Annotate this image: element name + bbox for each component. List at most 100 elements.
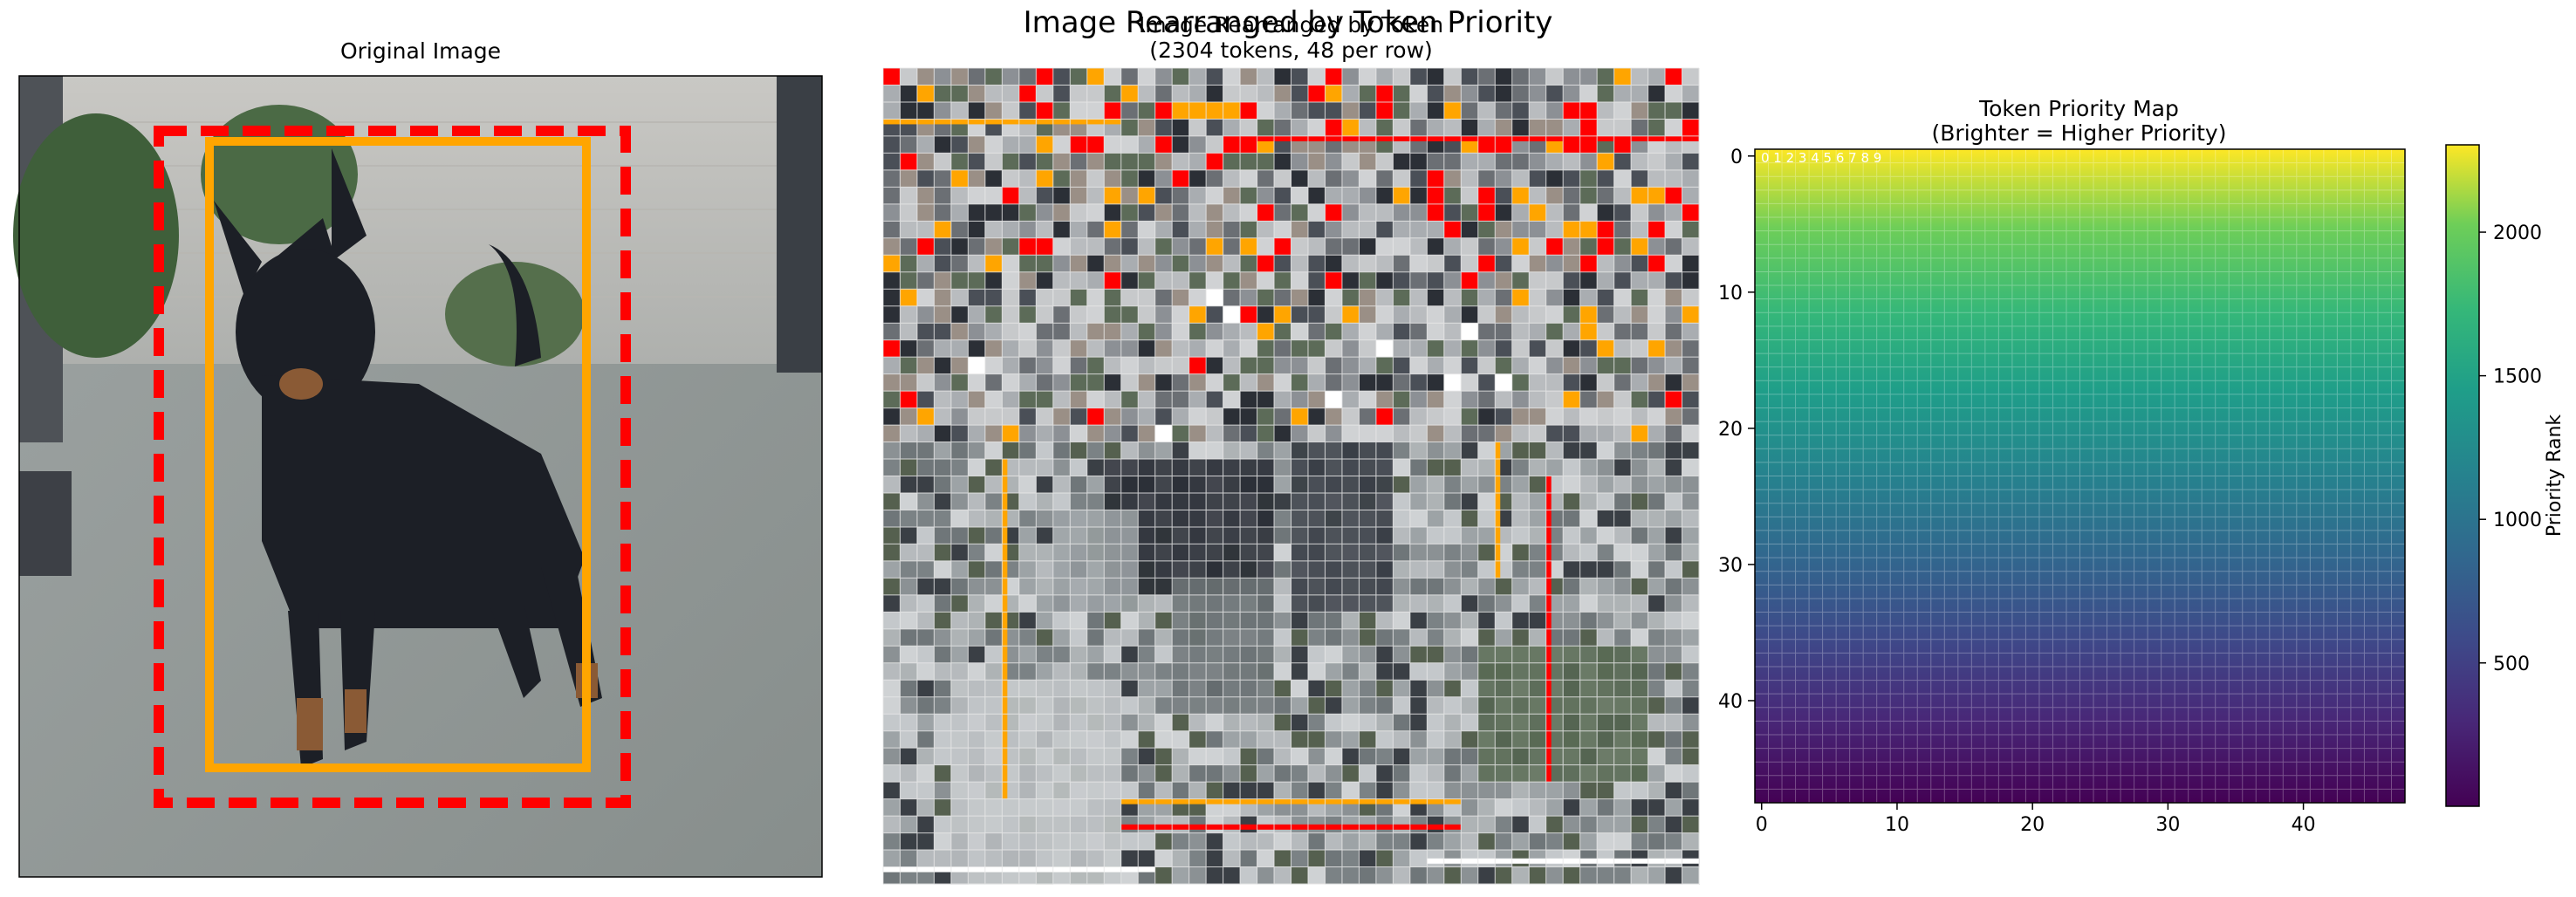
token-cell xyxy=(1104,101,1122,120)
token-cell xyxy=(1427,203,1445,222)
token-cell xyxy=(1154,714,1173,732)
token-cell xyxy=(968,612,986,630)
token-cell xyxy=(950,544,969,562)
token-cell xyxy=(1240,255,1258,273)
token-cell xyxy=(1613,169,1632,188)
token-cell xyxy=(1393,442,1411,460)
token-cell xyxy=(1138,85,1156,103)
token-cell xyxy=(1189,187,1207,205)
token-cell xyxy=(900,68,918,86)
token-cell xyxy=(1511,255,1530,273)
token-cell xyxy=(1563,391,1581,409)
token-cell xyxy=(1443,748,1462,766)
token-cell xyxy=(1682,628,1700,647)
token-cell xyxy=(1154,289,1173,307)
token-cell xyxy=(1086,646,1105,664)
token-cell xyxy=(1545,339,1564,358)
token-cell xyxy=(1274,323,1291,341)
token-cell xyxy=(1325,271,1343,290)
token-cell xyxy=(1274,407,1291,426)
token-cell xyxy=(900,323,918,341)
token-cell xyxy=(1052,255,1071,273)
token-cell xyxy=(1291,203,1309,222)
token-cell xyxy=(916,798,935,817)
token-cell xyxy=(1138,832,1156,851)
token-cell xyxy=(1154,662,1173,681)
token-cell xyxy=(1052,237,1071,256)
token-cell xyxy=(1274,782,1291,800)
token-cell xyxy=(1682,373,1700,392)
token-cell xyxy=(950,135,969,154)
token-cell xyxy=(1036,425,1054,443)
token-cell xyxy=(1138,135,1156,154)
token-cell xyxy=(968,135,986,154)
token-cell xyxy=(1154,850,1173,868)
token-cell xyxy=(1138,662,1156,681)
token-cell xyxy=(1631,119,1649,137)
token-cell xyxy=(1325,85,1343,103)
token-cell xyxy=(1341,68,1360,86)
token-cell xyxy=(1223,153,1241,171)
token-cell xyxy=(1325,289,1343,307)
token-cell xyxy=(1341,221,1360,239)
token-cell xyxy=(1257,255,1275,273)
token-cell xyxy=(1052,271,1071,290)
token-cell xyxy=(1307,748,1326,766)
token-cell xyxy=(1172,425,1190,443)
token-cell xyxy=(1104,323,1122,341)
token-cell xyxy=(1631,203,1649,222)
token-cell xyxy=(1002,305,1020,324)
token-cell xyxy=(1206,255,1224,273)
token-cell xyxy=(1206,730,1224,749)
token-cell xyxy=(1070,255,1088,273)
token-cell xyxy=(1154,101,1173,120)
token-cell xyxy=(1682,526,1700,544)
token-cell xyxy=(1597,237,1615,256)
token-cell xyxy=(1341,203,1360,222)
token-cell xyxy=(1154,373,1173,392)
token-cell xyxy=(1563,628,1581,647)
token-cell xyxy=(1443,459,1462,476)
token-cell xyxy=(1206,425,1224,443)
token-cell xyxy=(1631,492,1649,510)
token-cell xyxy=(1223,119,1241,137)
token-cell xyxy=(1579,85,1598,103)
token-cell xyxy=(1341,271,1360,290)
token-cell xyxy=(1002,169,1020,188)
token-cell xyxy=(1563,612,1581,630)
token-cell xyxy=(1138,271,1156,290)
token-cell xyxy=(1086,68,1105,86)
token-cell xyxy=(1665,696,1683,715)
token-cell xyxy=(883,68,901,86)
token-cell xyxy=(1120,153,1139,171)
token-cell xyxy=(1052,153,1071,171)
token-cell xyxy=(1393,476,1411,494)
token-cell xyxy=(1325,153,1343,171)
token-cell xyxy=(1138,203,1156,222)
token-cell xyxy=(1443,203,1462,222)
token-cell xyxy=(1070,357,1088,375)
token-cell xyxy=(1307,866,1326,885)
token-cell xyxy=(916,832,935,851)
token-cell xyxy=(900,510,918,528)
token-cell xyxy=(1648,357,1666,375)
token-cell xyxy=(1682,578,1700,596)
token-cell xyxy=(1154,255,1173,273)
token-cell xyxy=(1393,594,1411,613)
token-cell xyxy=(1511,425,1530,443)
token-cell xyxy=(1359,339,1377,358)
token-cell xyxy=(1631,323,1649,341)
token-cell xyxy=(916,391,935,409)
token-cell xyxy=(1648,305,1666,324)
token-cell xyxy=(1443,560,1462,579)
token-cell xyxy=(1257,357,1275,375)
token-cell xyxy=(1291,646,1309,664)
token-cell xyxy=(1257,373,1275,392)
token-cell xyxy=(1018,305,1037,324)
token-cell xyxy=(1274,748,1291,766)
token-cell xyxy=(1648,323,1666,341)
token-cell xyxy=(916,714,935,732)
token-cell xyxy=(1189,339,1207,358)
token-cell xyxy=(1291,612,1309,630)
token-cell xyxy=(1036,594,1054,613)
